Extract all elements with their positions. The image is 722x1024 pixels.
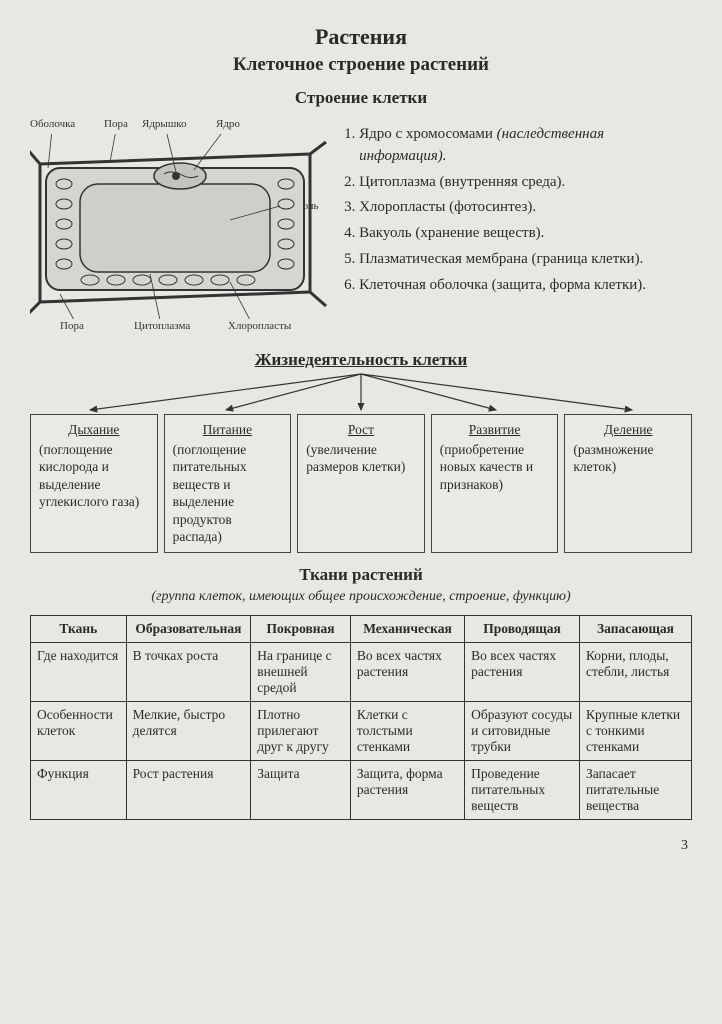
- td: Защита, форма растения: [350, 760, 464, 819]
- life-desc: (поглощение питательных веществ и выделе…: [173, 442, 247, 545]
- td: Рост растения: [126, 760, 251, 819]
- life-title: Дыхание: [39, 421, 149, 439]
- life-title: Развитие: [440, 421, 550, 439]
- td: Особенности клеток: [31, 701, 127, 760]
- td: Функция: [31, 760, 127, 819]
- part-main: Цитоплазма (внутренняя среда).: [359, 174, 565, 190]
- th: Ткань: [31, 615, 127, 642]
- table-header-row: Ткань Образовательная Покровная Механиче…: [31, 615, 692, 642]
- part-main: Вакуоль (хранение веществ).: [359, 225, 544, 241]
- table-row: Где находится В точках роста На границе …: [31, 642, 692, 701]
- list-item: Клеточная оболочка (защита, форма клетки…: [359, 275, 692, 297]
- label-chloroplasty: Хлоропласты: [228, 320, 291, 332]
- life-desc: (увеличение размеров клетки): [306, 442, 405, 475]
- td: Корни, плоды, стебли, листья: [579, 642, 691, 701]
- tissue-heading: Ткани растений: [30, 565, 692, 585]
- tissue-table: Ткань Образовательная Покровная Механиче…: [30, 615, 692, 820]
- td: Во всех частях растения: [350, 642, 464, 701]
- td: Клетки с толстыми стенками: [350, 701, 464, 760]
- title-sub: Клеточное строение растений: [30, 54, 692, 76]
- life-box: Дыхание (поглощение кислорода и выделени…: [30, 414, 158, 553]
- life-arrows: [30, 370, 692, 414]
- life-boxes: Дыхание (поглощение кислорода и выделени…: [30, 414, 692, 553]
- life-desc: (размножение клеток): [573, 442, 653, 475]
- section-cell-heading: Строение клетки: [30, 88, 692, 108]
- list-item: Цитоплазма (внутренняя среда).: [359, 172, 692, 194]
- label-obolochka: Оболочка: [30, 118, 75, 130]
- tissue-subtitle: (группа клеток, имеющих общее происхожде…: [30, 589, 692, 605]
- label-yadro: Ядро: [216, 118, 240, 130]
- label-yadryshko: Ядрышко: [142, 118, 187, 130]
- label-pora-top: Пора: [104, 118, 128, 130]
- list-item: Ядро с хромосомами (наследственная инфор…: [359, 124, 692, 168]
- life-box: Развитие (приобретение новых качеств и п…: [431, 414, 559, 553]
- td: Плотно прилегают друг к другу: [251, 701, 351, 760]
- table-row: Функция Рост растения Защита Защита, фор…: [31, 760, 692, 819]
- td: Защита: [251, 760, 351, 819]
- td: Образуют сосуды и ситовидные трубки: [465, 701, 580, 760]
- list-item: Вакуоль (хранение веществ).: [359, 223, 692, 245]
- life-heading: Жизнедеятельность клетки: [30, 350, 692, 370]
- td: Крупные клетки с тонкими стенками: [579, 701, 691, 760]
- th: Проводящая: [465, 615, 580, 642]
- life-title: Деление: [573, 421, 683, 439]
- td: Запасает питательные вещества: [579, 760, 691, 819]
- life-title: Рост: [306, 421, 416, 439]
- th: Покровная: [251, 615, 351, 642]
- life-box: Рост (увеличение размеров клетки): [297, 414, 425, 553]
- life-desc: (поглощение кислорода и выделение углеки…: [39, 442, 139, 510]
- page-number: 3: [30, 838, 692, 854]
- th: Механическая: [350, 615, 464, 642]
- label-citoplazma: Цитоплазма: [134, 320, 190, 332]
- cell-section: Оболочка Пора Ядрышко Ядро Вакуоль Пора …: [30, 116, 692, 336]
- cell-diagram: Оболочка Пора Ядрышко Ядро Вакуоль Пора …: [30, 116, 327, 336]
- td: Мелкие, быстро делятся: [126, 701, 251, 760]
- td: На границе с внешней средой: [251, 642, 351, 701]
- label-pora-bottom: Пора: [60, 320, 84, 332]
- th: Образовательная: [126, 615, 251, 642]
- td: Проведение питательных веществ: [465, 760, 580, 819]
- th: Запасающая: [579, 615, 691, 642]
- part-main: Клеточная оболочка (защита, форма клетки…: [359, 277, 646, 293]
- life-box: Питание (поглощение питательных веществ …: [164, 414, 292, 553]
- life-box: Деление (размножение клеток): [564, 414, 692, 553]
- list-item: Плазматическая мембрана (граница клетки)…: [359, 249, 692, 271]
- part-main: Плазматическая мембрана (граница клетки)…: [359, 251, 643, 267]
- parts-list: Ядро с хромосомами (наследственная инфор…: [337, 124, 692, 336]
- part-main: Хлоропласты (фотосинтез).: [359, 199, 536, 215]
- list-item: Хлоропласты (фотосинтез).: [359, 197, 692, 219]
- part-main: Ядро с хромосомами: [359, 126, 493, 142]
- td: В точках роста: [126, 642, 251, 701]
- cell-svg: [30, 134, 330, 319]
- table-row: Особенности клеток Мелкие, быстро делятс…: [31, 701, 692, 760]
- td: Во всех частях растения: [465, 642, 580, 701]
- life-title: Питание: [173, 421, 283, 439]
- td: Где находится: [31, 642, 127, 701]
- title-main: Растения: [30, 24, 692, 50]
- life-desc: (приобретение новых качеств и признаков): [440, 442, 533, 492]
